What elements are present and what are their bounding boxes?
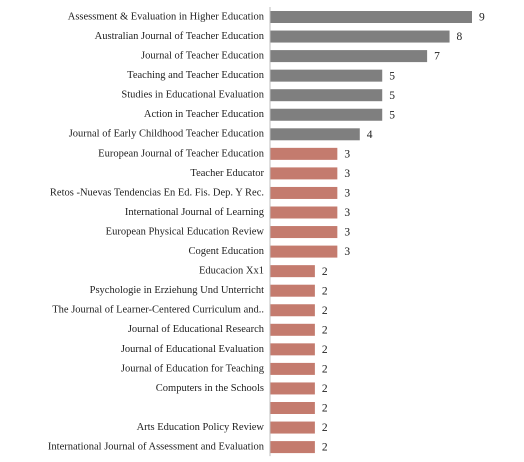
value-label: 2: [322, 324, 328, 336]
category-label: Journal of Early Childhood Teacher Educa…: [69, 129, 265, 140]
value-label: 7: [434, 51, 440, 63]
category-label: Teaching and Teacher Education: [127, 70, 265, 81]
value-label: 9: [479, 12, 485, 24]
bar: [270, 167, 338, 180]
value-label: 2: [322, 266, 328, 278]
category-label: Australian Journal of Teacher Education: [95, 31, 265, 42]
category-label: Journal of Teacher Education: [141, 51, 265, 62]
bar: [270, 226, 338, 239]
category-label: The Journal of Learner-Centered Curricul…: [52, 305, 264, 316]
bar: [270, 11, 472, 23]
value-label: 2: [322, 344, 328, 356]
value-label: 5: [389, 109, 395, 121]
bar: [270, 89, 383, 102]
bar: [270, 69, 383, 82]
bar: [270, 362, 315, 375]
value-label: 2: [322, 305, 328, 317]
bar: [270, 382, 315, 395]
value-label: 2: [322, 442, 328, 454]
category-label: Computers in the Schools: [156, 383, 264, 394]
category-label: Assessment & Evaluation in Higher Educat…: [68, 11, 265, 22]
category-label: European Physical Education Review: [106, 226, 265, 237]
bar: [270, 421, 315, 434]
value-label: 5: [389, 90, 395, 102]
bar: [270, 402, 315, 414]
category-label: Action in Teacher Education: [144, 109, 265, 120]
value-label: 3: [344, 168, 350, 180]
value-label: 2: [322, 364, 328, 376]
category-label: Retos -Nuevas Tendencias En Ed. Fis. Dep…: [50, 187, 264, 198]
bar: [270, 147, 338, 160]
value-label: 2: [322, 422, 328, 434]
value-label: 3: [344, 207, 350, 219]
value-label: 2: [322, 285, 328, 297]
value-label: 2: [322, 403, 328, 415]
bar: [270, 441, 315, 454]
bar: [270, 206, 338, 219]
value-label: 5: [389, 70, 395, 82]
category-label: International Journal of Learning: [125, 207, 265, 218]
category-label: International Journal of Assessment and …: [48, 442, 265, 453]
value-label: 3: [344, 148, 350, 160]
value-label: 3: [344, 227, 350, 239]
bar: [270, 245, 338, 258]
value-label: 4: [367, 129, 373, 141]
bar: [270, 343, 315, 356]
category-label: Journal of Educational Evaluation: [121, 344, 265, 355]
category-label: European Journal of Teacher Education: [98, 148, 265, 159]
bar: [270, 50, 428, 63]
bar: [270, 128, 360, 141]
category-label: Arts Education Policy Review: [137, 422, 265, 433]
bar: [270, 284, 315, 297]
bar: [270, 186, 338, 199]
value-label: 3: [344, 246, 350, 258]
value-label: 2: [322, 383, 328, 395]
value-label: 8: [457, 31, 463, 43]
category-label: Cogent Education: [188, 246, 264, 257]
bar: [270, 30, 450, 43]
category-label: Psychologie in Erziehung Und Unterricht: [90, 285, 264, 296]
category-label: Studies in Educational Evaluation: [121, 90, 264, 101]
bar: [270, 323, 315, 336]
category-label: Journal of Education for Teaching: [121, 363, 265, 374]
bar: [270, 304, 315, 317]
category-label: Teacher Educator: [190, 168, 264, 179]
bar: [270, 265, 315, 278]
bar: [270, 108, 383, 121]
category-label: Journal of Educational Research: [128, 324, 265, 335]
value-label: 3: [344, 188, 350, 200]
category-label: Educacion Xx1: [199, 266, 264, 277]
